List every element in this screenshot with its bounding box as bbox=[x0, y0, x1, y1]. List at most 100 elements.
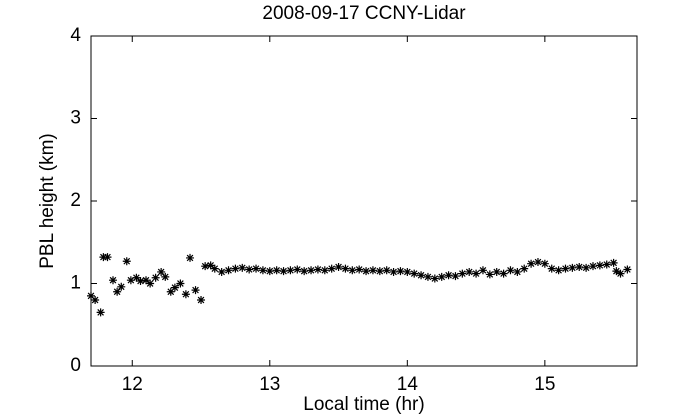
point bbox=[157, 267, 166, 276]
point bbox=[540, 259, 549, 268]
point bbox=[396, 267, 405, 276]
point bbox=[252, 264, 261, 273]
point bbox=[612, 267, 621, 276]
point bbox=[245, 265, 254, 274]
point bbox=[410, 269, 419, 278]
point bbox=[561, 264, 570, 273]
point bbox=[575, 263, 584, 271]
point bbox=[279, 267, 288, 276]
point bbox=[327, 264, 336, 273]
y-axis-label: PBL height (km) bbox=[37, 133, 58, 269]
point bbox=[368, 266, 377, 275]
point bbox=[238, 263, 247, 272]
point bbox=[499, 269, 508, 278]
point bbox=[568, 263, 577, 272]
point bbox=[334, 263, 343, 271]
point bbox=[272, 266, 281, 275]
point bbox=[382, 266, 391, 275]
point bbox=[161, 272, 170, 281]
point bbox=[595, 261, 604, 270]
point bbox=[307, 266, 316, 275]
point bbox=[506, 266, 515, 275]
point bbox=[554, 266, 563, 275]
point bbox=[132, 273, 141, 282]
point bbox=[197, 296, 206, 304]
point bbox=[533, 258, 542, 267]
point bbox=[492, 267, 501, 276]
point bbox=[113, 287, 122, 296]
point bbox=[389, 267, 398, 276]
x-tick-label: 12 bbox=[122, 374, 143, 395]
point bbox=[122, 257, 131, 266]
point bbox=[472, 269, 481, 278]
x-axis-label: Local time (hr) bbox=[303, 394, 424, 415]
point bbox=[217, 267, 226, 276]
point bbox=[527, 259, 536, 268]
point bbox=[320, 266, 329, 275]
point bbox=[602, 260, 611, 269]
point bbox=[355, 265, 364, 274]
point bbox=[437, 272, 446, 281]
y-tick-label: 4 bbox=[70, 25, 81, 46]
point bbox=[136, 277, 145, 286]
x-tick-label: 14 bbox=[397, 374, 419, 395]
point bbox=[151, 273, 160, 282]
point bbox=[444, 271, 453, 280]
point bbox=[109, 276, 118, 285]
point bbox=[265, 267, 274, 276]
point bbox=[286, 266, 295, 275]
point bbox=[582, 263, 591, 272]
y-tick-label: 1 bbox=[70, 273, 81, 294]
point bbox=[313, 265, 322, 274]
y-tick-label: 2 bbox=[70, 190, 81, 211]
point bbox=[341, 264, 350, 273]
point bbox=[181, 290, 190, 299]
point bbox=[210, 264, 219, 273]
point bbox=[348, 266, 357, 275]
point bbox=[403, 267, 412, 276]
point bbox=[224, 266, 233, 275]
point bbox=[206, 261, 215, 270]
point bbox=[478, 266, 487, 275]
point bbox=[87, 291, 95, 300]
point bbox=[201, 262, 210, 271]
point bbox=[458, 269, 467, 278]
point bbox=[609, 258, 618, 267]
point bbox=[117, 282, 126, 291]
point bbox=[176, 279, 185, 288]
point bbox=[142, 276, 151, 285]
point bbox=[103, 253, 112, 262]
point bbox=[146, 279, 155, 288]
point bbox=[588, 262, 597, 271]
point bbox=[417, 271, 426, 280]
y-tick-label: 0 bbox=[70, 355, 81, 376]
point bbox=[485, 270, 494, 279]
point bbox=[362, 267, 371, 276]
point bbox=[616, 269, 625, 278]
point bbox=[547, 264, 556, 273]
point bbox=[423, 272, 432, 281]
point bbox=[451, 272, 460, 281]
point bbox=[170, 283, 179, 292]
point bbox=[300, 267, 309, 276]
point bbox=[231, 264, 240, 273]
y-tick-label: 3 bbox=[70, 108, 81, 129]
point bbox=[91, 296, 100, 304]
point bbox=[293, 265, 302, 274]
point bbox=[191, 286, 200, 295]
point bbox=[513, 267, 522, 276]
point bbox=[99, 253, 108, 262]
point bbox=[430, 274, 439, 283]
point bbox=[166, 287, 175, 296]
point bbox=[520, 264, 529, 273]
point bbox=[465, 267, 474, 276]
point bbox=[258, 266, 267, 275]
x-tick-label: 13 bbox=[259, 374, 280, 395]
x-tick-label: 15 bbox=[534, 374, 555, 395]
point bbox=[126, 276, 135, 285]
point bbox=[96, 308, 105, 317]
chart-title: 2008-09-17 CCNY-Lidar bbox=[262, 3, 466, 24]
point bbox=[623, 265, 632, 274]
